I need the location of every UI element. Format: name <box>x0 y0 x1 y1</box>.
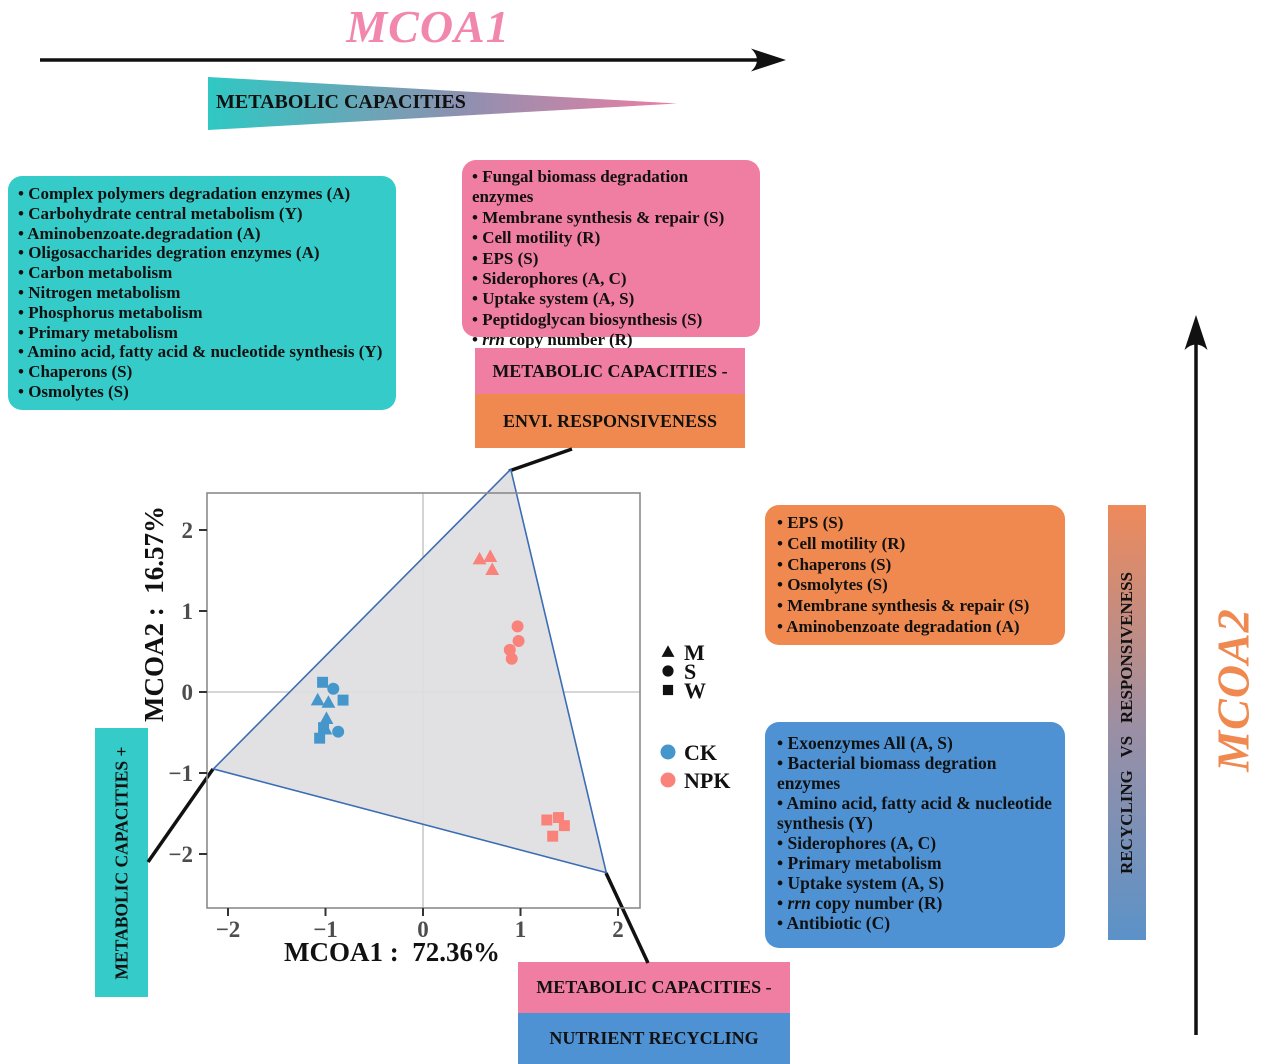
list-item: • Aminobenzoate degradation (A) <box>777 616 1020 636</box>
blue-list-box: • Exoenzymes All (A, S) • Bacterial bioma… <box>765 722 1065 948</box>
x-axis-label: MCOA1 : 72.36% <box>284 937 500 967</box>
legend-label: CK <box>684 740 717 765</box>
list-item: • Carbon metabolism <box>18 263 173 283</box>
data-point-NPK <box>558 820 570 832</box>
data-point-CK <box>321 695 336 708</box>
x-tick-label: 1 <box>515 917 527 942</box>
data-point-CK <box>318 722 330 734</box>
y-tick-label: 2 <box>182 518 194 543</box>
y-tick-label: −1 <box>168 761 193 786</box>
data-point-NPK <box>541 814 553 826</box>
list-item: • EPS (S) <box>472 248 539 268</box>
list-item: • Aminobenzoate.degradation (A) <box>18 223 261 243</box>
list-item: • Amino acid, fatty acid & nucleotide sy… <box>777 793 1052 833</box>
scatter-plot: −2 −1 0 1 2 −2 −1 0 1 2 MCOA1 : 72.36% MCOA2 : 16.5… <box>139 468 730 967</box>
list-item: • Nitrogen metabolism <box>18 282 181 302</box>
list-item: • EPS (S) <box>777 513 844 532</box>
list-item: • Fungal biomass degradation enzymes <box>472 167 689 207</box>
convex-hull <box>212 468 608 874</box>
data-point-CK <box>327 682 340 695</box>
teal-list-box: • Complex polymers degradation enzymes (… <box>8 176 396 410</box>
x-tick-label: 2 <box>612 917 624 942</box>
data-point-NPK <box>503 643 516 656</box>
data-point-NPK <box>472 551 487 565</box>
list-item: • Peptidoglycan biosynthesis (S) <box>472 309 703 329</box>
list-item: • Complex polymers degradation enzymes (… <box>18 184 351 203</box>
list-item: • Phosphorus metabolism <box>18 302 203 322</box>
legend-swatch-NPK <box>660 772 676 788</box>
list-item: • Antibiotic (C) <box>777 913 891 933</box>
list-item: • Osmolytes (S) <box>777 575 888 595</box>
list-item: • Primary metabolism <box>18 322 178 342</box>
callout-nutrient-recycling: NUTRIENT RECYCLING <box>518 1013 790 1064</box>
list-item: • Osmolytes (S) <box>18 381 129 401</box>
list-item: • Membrane synthesis & repair (S) <box>777 596 1030 616</box>
list-item: • Exoenzymes All (A, S) <box>777 733 953 753</box>
connector-line-top <box>508 447 573 473</box>
legend-label: S <box>684 659 696 684</box>
legend-label: M <box>684 640 705 665</box>
list-item: • Membrane synthesis & repair (S) <box>472 207 725 227</box>
list-item: • Chaperons (S) <box>18 362 133 382</box>
data-point-CK <box>317 676 329 688</box>
data-point-CK <box>310 692 325 706</box>
legend-label: W <box>684 678 706 703</box>
legend-marker-M <box>661 645 675 657</box>
data-point-NPK <box>553 812 564 824</box>
data-point-CK <box>314 732 326 744</box>
y-axis-label: MCOA2 : 16.57% <box>139 506 169 722</box>
list-item: • Siderophores (A, C) <box>472 269 627 289</box>
list-item: • rrn copy number (R) <box>777 893 943 913</box>
data-point-NPK <box>547 830 559 842</box>
gradient-wedge-label: METABOLIC CAPACITIES <box>216 91 466 113</box>
data-point-NPK <box>505 652 518 665</box>
data-point-CK <box>319 711 334 724</box>
list-item: • Uptake system (A, S) <box>472 289 635 309</box>
callout-metabolic-capacities-minus-bottom: METABOLIC CAPACITIES - <box>518 962 790 1013</box>
pink-list-box: • Fungal biomass degradation enzymes • Me… <box>462 160 760 349</box>
recycling-vs-responsiveness-gradient-bar: RECYCLING VS RESPONSIVENESS <box>1108 505 1146 940</box>
mcoa1-axis-title: MCOA1 <box>346 1 510 52</box>
data-point-NPK <box>512 634 525 647</box>
data-point-CK <box>332 725 345 738</box>
connector-line-left <box>146 767 215 864</box>
x-tick-label: −2 <box>216 917 241 942</box>
list-item: • Amino acid, fatty acid & nucleotide sy… <box>18 342 383 362</box>
data-point-NPK <box>483 549 498 562</box>
legend-label: NPK <box>684 768 730 793</box>
legend-swatch-CK <box>660 744 676 760</box>
legend-marker-W <box>662 684 674 696</box>
list-item: • Carbohydrate central metabolism (Y) <box>18 203 303 223</box>
list-item: • Cell motility (R) <box>472 228 601 248</box>
x-tick-label: −1 <box>313 917 338 942</box>
callout-metabolic-capacities-minus-top: METABOLIC CAPACITIES - <box>475 348 745 394</box>
data-point-NPK <box>485 562 500 575</box>
y-tick-label: −2 <box>168 842 193 867</box>
x-tick-label: 0 <box>417 917 429 942</box>
list-item: • Cell motility (R) <box>777 533 906 553</box>
y-tick-label: 0 <box>182 680 194 705</box>
callout-metabolic-capacities-plus: METABOLIC CAPACITIES + <box>95 728 148 997</box>
list-item: • Primary metabolism <box>777 853 942 873</box>
orange-list-box: • EPS (S) • Cell motility (R) • Chaperons … <box>765 505 1065 645</box>
mcoa2-axis-arrow <box>1184 315 1208 1035</box>
mcoa1-axis-arrow <box>40 48 786 72</box>
data-point-NPK <box>511 620 524 633</box>
list-item: • Uptake system (A, S) <box>777 873 945 893</box>
list-item: • Oligosaccharides degration enzymes (A) <box>18 243 320 263</box>
list-item: • rrn copy number (R) <box>472 330 633 350</box>
list-item: • Bacterial biomass degration enzymes <box>777 753 997 793</box>
list-item: • Chaperons (S) <box>777 554 892 574</box>
list-item: • Siderophores (A, C) <box>777 833 937 853</box>
legend-marker-S <box>662 665 674 677</box>
connector-line-bottom <box>604 872 650 964</box>
y-tick-label: 1 <box>182 599 194 624</box>
data-point-CK <box>337 694 349 706</box>
callout-envi-responsiveness: ENVI. RESPONSIVENESS <box>475 394 745 448</box>
